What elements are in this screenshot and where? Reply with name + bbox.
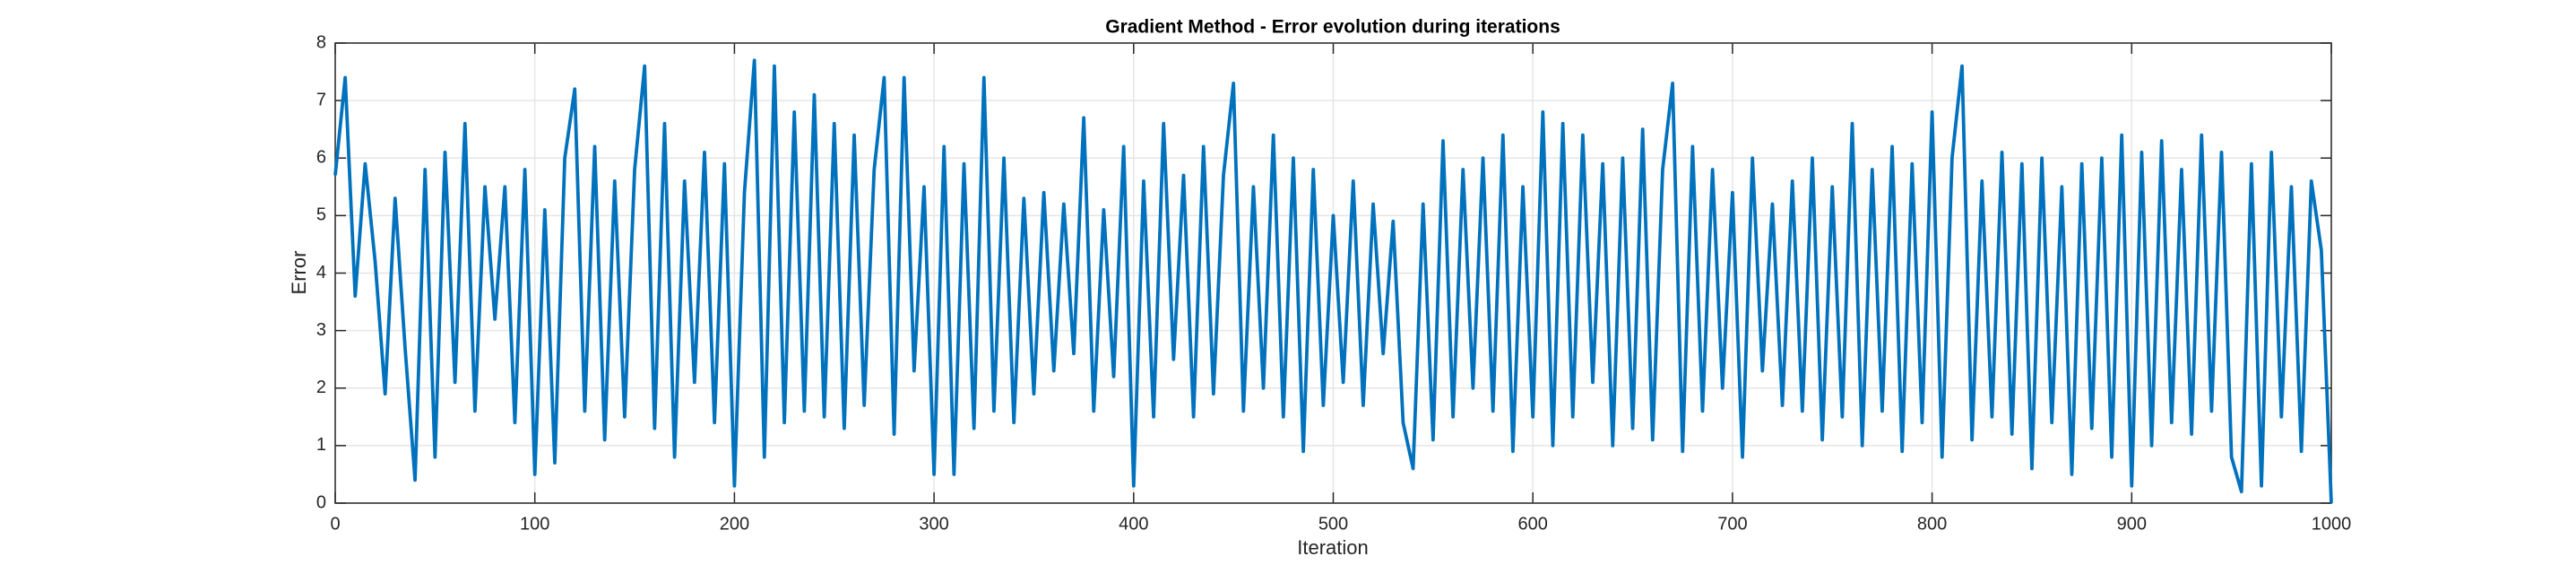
y-tick-label: 8 xyxy=(316,32,326,52)
y-tick-label: 0 xyxy=(316,492,326,512)
x-tick-label: 300 xyxy=(919,514,948,534)
y-tick-label: 6 xyxy=(316,148,326,168)
x-tick-label: 400 xyxy=(1119,514,1148,534)
y-tick-label: 7 xyxy=(316,90,326,109)
x-tick-label: 700 xyxy=(1717,514,1747,534)
y-axis-label: Error xyxy=(288,251,310,295)
chart-title: Gradient Method - Error evolution during… xyxy=(1105,17,1560,38)
x-tick-label: 900 xyxy=(2117,514,2147,534)
y-tick-label: 2 xyxy=(316,378,326,397)
data-line xyxy=(333,58,2333,504)
axes-box xyxy=(334,42,2332,504)
x-tick-label: 100 xyxy=(520,514,549,534)
x-tick-label: 200 xyxy=(720,514,749,534)
x-tick-label: 800 xyxy=(1917,514,1947,534)
x-tick-label: 0 xyxy=(330,514,340,534)
y-tick-label: 4 xyxy=(316,263,326,282)
y-tick-label: 1 xyxy=(316,435,326,455)
y-tick-label: 5 xyxy=(316,205,326,225)
y-tick-label: 3 xyxy=(316,320,326,340)
x-tick-label: 1000 xyxy=(2312,514,2352,534)
x-axis-label: Iteration xyxy=(1297,536,1369,559)
x-tick-label: 600 xyxy=(1518,514,1548,534)
x-tick-label: 500 xyxy=(1318,514,1348,534)
